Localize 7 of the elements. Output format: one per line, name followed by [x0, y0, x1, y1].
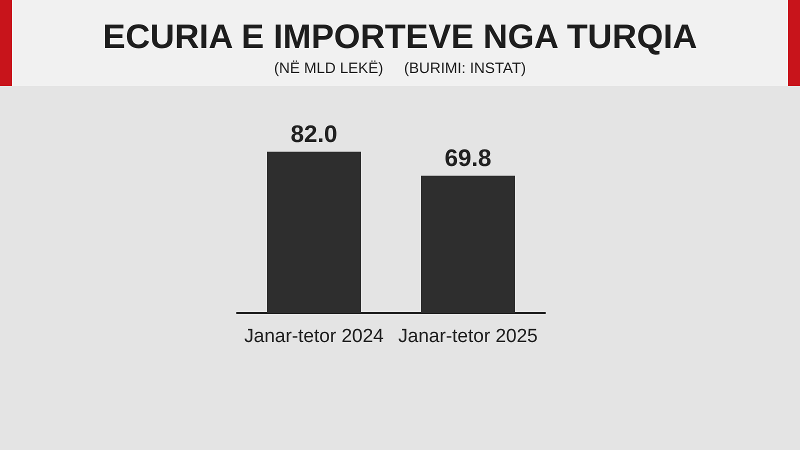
x-tick-label: Janar-tetor 2025	[398, 326, 538, 347]
data-label: 82.0	[290, 121, 338, 148]
data-label: 69.8	[444, 145, 492, 172]
chart-title: ECURIA E IMPORTEVE NGA TURQIA	[102, 18, 698, 57]
chart-subtitle: (NË MLD LEKË)	[274, 60, 384, 77]
x-tick-label: Janar-tetor 2024	[244, 326, 384, 347]
text: (BURIMI: INSTAT)	[404, 60, 526, 77]
